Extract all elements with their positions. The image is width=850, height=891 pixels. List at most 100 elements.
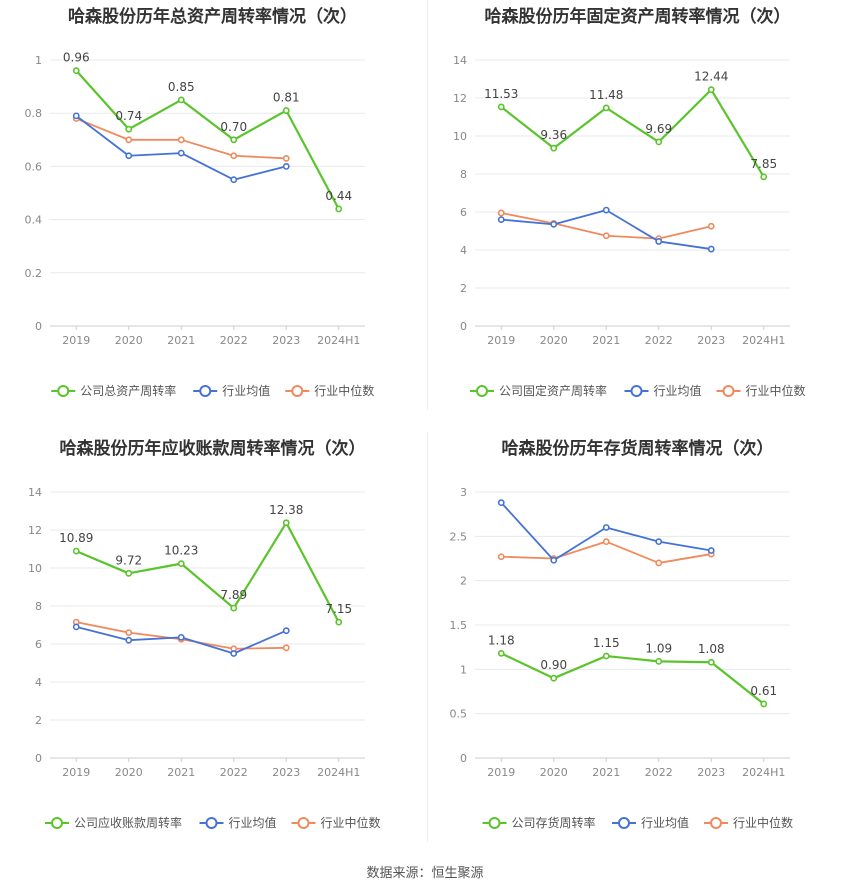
x-tick-label: 2020 xyxy=(540,334,568,347)
data-label: 0.81 xyxy=(273,91,300,105)
data-point-industry_avg xyxy=(125,636,133,644)
data-point-industry_avg xyxy=(177,149,185,157)
data-point-industry_avg xyxy=(282,162,290,170)
data-point-industry_avg xyxy=(655,238,663,245)
data-point-company xyxy=(655,657,663,665)
legend-item-company: 公司应收账款周转率 xyxy=(45,815,182,830)
chart-title: 哈森股份历年应收账款周转率情况（次） xyxy=(59,439,366,459)
data-label: 9.72 xyxy=(115,553,142,567)
chart-plot: 0 2 4 6 8 10 12 14 2019 2020 2021 2022 2023 2024H1 11.… xyxy=(453,54,806,398)
chart-title: 哈森股份历年总资产周转率情况（次） xyxy=(68,7,357,27)
data-point-industry_avg xyxy=(230,176,238,184)
legend-label: 行业均值 xyxy=(654,383,702,398)
x-tick-label: 2024H1 xyxy=(317,766,360,779)
y-tick-label: 2.5 xyxy=(450,530,468,543)
legend-item-industry_avg: 行业均值 xyxy=(624,383,702,398)
data-point-company xyxy=(602,104,610,112)
chart-plot: 0 2 4 6 8 10 12 14 2019 2020 2021 2022 2023 2024H1 10.… xyxy=(28,486,381,830)
data-label: 0.74 xyxy=(115,109,142,123)
legend-label: 行业中位数 xyxy=(321,815,381,830)
data-point-industry_median xyxy=(177,136,185,144)
data-point-industry_avg xyxy=(177,633,185,641)
data-point-industry_median xyxy=(655,559,663,567)
legend-marker xyxy=(51,817,63,829)
data-point-company xyxy=(177,96,185,104)
x-tick-label: 2021 xyxy=(167,766,195,779)
y-tick-label: 6 xyxy=(35,638,42,651)
data-point-company xyxy=(177,560,185,568)
legend-marker xyxy=(618,817,630,829)
legend-marker xyxy=(488,817,501,829)
y-tick-label: 6 xyxy=(460,206,467,219)
data-label: 11.48 xyxy=(589,88,623,102)
y-tick-label: 10 xyxy=(28,562,42,575)
data-point-industry_median xyxy=(602,538,610,546)
x-tick-label: 2021 xyxy=(592,766,620,779)
legend-label: 行业均值 xyxy=(229,815,277,830)
series-line-industry_avg xyxy=(501,209,712,250)
data-point-company xyxy=(230,136,238,144)
y-tick-label: 1.5 xyxy=(450,619,468,632)
y-tick-label: 0.5 xyxy=(450,708,468,721)
data-label: 9.36 xyxy=(540,128,567,142)
y-tick-label: 8 xyxy=(35,600,42,613)
data-point-company xyxy=(655,138,663,146)
legend-item-company: 公司总资产周转率 xyxy=(51,383,176,398)
data-point-industry_avg xyxy=(282,627,290,635)
series-line-industry_avg xyxy=(500,502,712,562)
data-label: 7.89 xyxy=(220,588,247,602)
data-point-company xyxy=(602,652,610,660)
x-tick-label: 2022 xyxy=(220,334,248,347)
panel-divider xyxy=(427,0,428,410)
data-label: 1.09 xyxy=(645,641,672,655)
data-point-company xyxy=(760,700,768,708)
series-line-company xyxy=(500,88,765,178)
data-source-note: 数据来源：恒生聚源 xyxy=(0,862,850,881)
data-point-company xyxy=(125,125,133,133)
data-label: 1.15 xyxy=(593,636,620,650)
x-tick-label: 2023 xyxy=(272,334,300,347)
data-label: 12.44 xyxy=(694,70,728,84)
data-point-company xyxy=(707,658,715,666)
x-tick-label: 2022 xyxy=(645,766,673,779)
data-point-company xyxy=(497,649,505,657)
legend-item-company: 公司存货周转率 xyxy=(482,815,596,830)
data-point-company xyxy=(72,547,80,555)
data-point-industry_avg xyxy=(707,547,715,554)
data-point-industry_avg xyxy=(602,206,610,214)
y-tick-label: 1 xyxy=(460,663,467,676)
y-tick-label: 1 xyxy=(35,54,42,67)
y-tick-label: 4 xyxy=(460,244,467,257)
y-tick-label: 2 xyxy=(460,575,467,588)
y-tick-label: 2 xyxy=(460,282,467,295)
x-tick-label: 2019 xyxy=(487,766,515,779)
legend-label: 公司固定资产周转率 xyxy=(499,383,607,398)
y-tick-label: 10 xyxy=(453,130,467,143)
series-line-company xyxy=(75,521,340,623)
x-tick-label: 2019 xyxy=(62,766,90,779)
data-point-industry_avg xyxy=(602,524,610,531)
legend-item-company: 公司固定资产周转率 xyxy=(470,383,607,398)
y-tick-label: 14 xyxy=(28,486,42,499)
x-tick-label: 2021 xyxy=(167,334,195,347)
y-tick-label: 0.2 xyxy=(25,267,43,280)
data-point-industry_median xyxy=(125,136,133,144)
x-tick-label: 2024H1 xyxy=(317,334,360,347)
data-label: 0.61 xyxy=(750,684,777,698)
data-label: 0.70 xyxy=(220,120,247,134)
data-point-company xyxy=(72,67,80,75)
chart-plot: 0 0.5 1 1.5 2 2.5 3 2019 2020 2021 2022 2023 2024H1 1… xyxy=(450,486,794,830)
legend-item-industry_median: 行业中位数 xyxy=(716,383,806,398)
legend-label: 公司总资产周转率 xyxy=(80,383,176,398)
chart-title: 哈森股份历年固定资产周转率情况（次） xyxy=(484,7,791,27)
legend-marker xyxy=(57,385,70,397)
y-tick-label: 8 xyxy=(460,168,467,181)
chart-inventory-turnover: 哈森股份历年存货周转率情况（次） 0 0.5 1 1.5 2 2.5 3 2019 2020 20… xyxy=(425,432,850,862)
data-point-industry_median xyxy=(497,553,505,561)
legend-label: 行业中位数 xyxy=(746,383,806,398)
chart-receivables-turnover: 哈森股份历年应收账款周转率情况（次） 0 2 4 6 8 10 12 14 2019 2020 20… xyxy=(0,432,425,862)
source-value: 恒生聚源 xyxy=(431,866,484,881)
data-point-industry_avg xyxy=(707,245,715,253)
data-label: 10.89 xyxy=(59,531,93,545)
data-point-company xyxy=(282,107,290,114)
